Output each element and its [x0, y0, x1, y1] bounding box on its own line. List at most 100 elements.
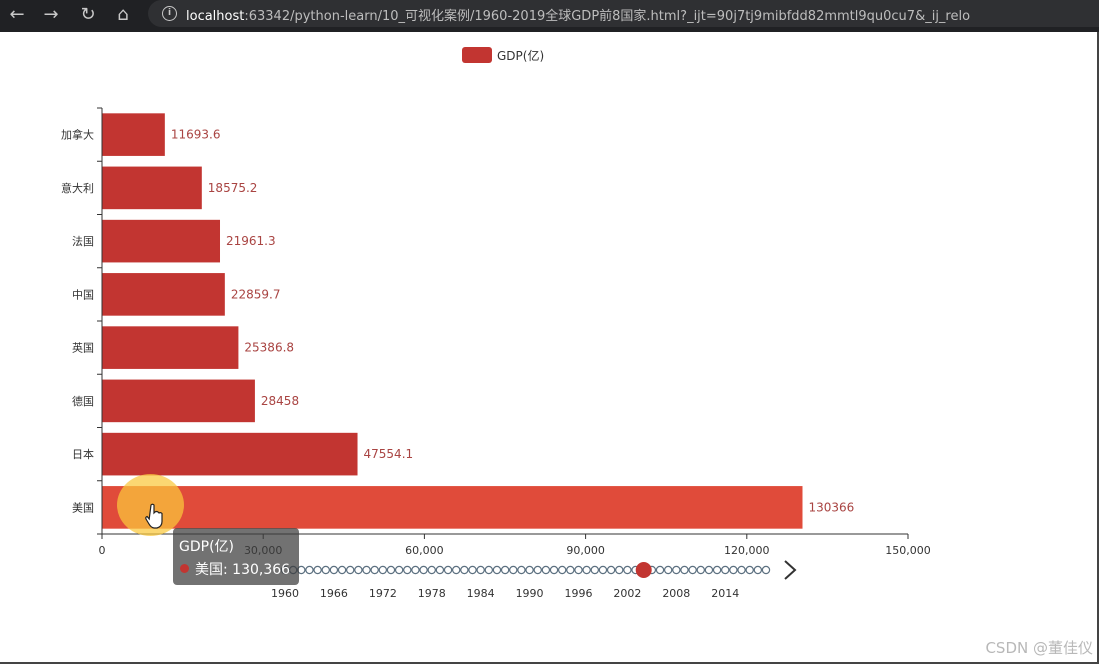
timeline-point-1994[interactable]	[557, 565, 567, 575]
watermark: CSDN @董佳仪	[985, 639, 1093, 657]
timeline-point-1977[interactable]	[419, 565, 428, 575]
timeline-point-2017[interactable]	[745, 565, 754, 575]
x-tick-label-3: 90,000	[566, 544, 605, 557]
timeline-point-2016[interactable]	[737, 565, 746, 575]
timeline-point-1986[interactable]	[492, 565, 502, 575]
timeline-group: 1960 1966 1972 1978 1984 1990 1996 2002 2008 2014	[271, 560, 797, 600]
bar-6[interactable]	[102, 166, 202, 210]
legend-label: GDP(亿)	[497, 48, 544, 63]
timeline-point-2006[interactable]	[655, 565, 665, 575]
url-path: :63342/python-learn/10_可视化案例/1960-2019全球…	[244, 9, 971, 24]
bar-3[interactable]	[102, 326, 239, 369]
bar-value-label-1: 47554.1	[364, 447, 414, 461]
legend-swatch	[462, 47, 492, 63]
timeline-point-2002[interactable]	[623, 565, 632, 575]
chart-tooltip: GDP(亿) 美国: 130,366	[173, 528, 299, 585]
category-label-1: 日本	[72, 447, 94, 461]
timeline-point-2009[interactable]	[680, 565, 689, 575]
timeline-point-1970[interactable]	[362, 565, 371, 575]
timeline-point-1967[interactable]	[337, 565, 347, 575]
timeline-point-2018[interactable]	[753, 565, 763, 575]
timeline-point-1975[interactable]	[403, 565, 412, 575]
timeline-point-1966[interactable]	[329, 565, 339, 575]
bar-value-label-6: 18575.2	[208, 181, 258, 195]
timeline-point-1968[interactable]	[346, 565, 355, 575]
timeline-point-2014[interactable]	[721, 565, 730, 575]
reload-icon[interactable]: ↻	[80, 4, 96, 25]
timeline-point-1996[interactable]	[574, 565, 583, 575]
timeline-point-1974[interactable]	[394, 565, 404, 575]
chart-legend[interactable]: GDP(亿)	[462, 47, 544, 63]
info-icon[interactable]: i	[162, 6, 177, 21]
timeline-next-icon[interactable]	[784, 560, 797, 580]
timeline-point-1963[interactable]	[305, 565, 314, 575]
url-text: localhost:63342/python-learn/10_可视化案例/19…	[186, 5, 970, 24]
back-icon[interactable]: ←	[9, 4, 25, 25]
timeline-year-label-2: 1972	[369, 587, 397, 600]
bar-value-label-4: 22859.7	[231, 287, 281, 301]
timeline-point-2012[interactable]	[704, 565, 714, 575]
bar-2[interactable]	[102, 379, 255, 423]
timeline-point-1993[interactable]	[549, 565, 559, 575]
timeline-point-1982[interactable]	[460, 565, 469, 575]
timeline-point-1985[interactable]	[484, 565, 494, 575]
timeline-point-1991[interactable]	[533, 565, 542, 575]
timeline-year-label-3: 1978	[418, 587, 446, 600]
timeline-point-1979[interactable]	[435, 565, 445, 575]
timeline-current-marker[interactable]	[635, 562, 652, 578]
timeline-point-2011[interactable]	[696, 565, 705, 575]
timeline-point-1973[interactable]	[386, 565, 396, 575]
timeline-point-1989[interactable]	[517, 565, 526, 575]
timeline-year-label-0: 1960	[271, 587, 299, 600]
timeline-point-1969[interactable]	[354, 565, 363, 575]
bar-7[interactable]	[102, 113, 165, 156]
timeline-point-1990[interactable]	[525, 565, 534, 575]
timeline-point-1988[interactable]	[509, 565, 518, 575]
bar-0[interactable]	[102, 486, 803, 529]
timeline-point-2015[interactable]	[729, 565, 738, 575]
timeline-point-1981[interactable]	[452, 565, 461, 575]
timeline-point-2019[interactable]	[761, 565, 771, 575]
timeline-point-1999[interactable]	[598, 565, 608, 575]
timeline-point-1998[interactable]	[590, 565, 599, 575]
bar-value-label-3: 25386.8	[244, 341, 294, 355]
bar-4[interactable]	[102, 273, 225, 316]
timeline-point-1971[interactable]	[370, 565, 379, 575]
timeline-point-1976[interactable]	[411, 565, 420, 575]
address-bar[interactable]: i localhost:63342/python-learn/10_可视化案例/…	[148, 0, 1099, 27]
timeline-point-1997[interactable]	[582, 565, 591, 575]
home-icon[interactable]: ⌂	[117, 4, 129, 25]
timeline-point-1964[interactable]	[313, 565, 322, 575]
timeline-point-1987[interactable]	[500, 565, 510, 575]
timeline-point-1992[interactable]	[541, 565, 551, 575]
bar-value-label-5: 21961.3	[226, 234, 276, 248]
bar-1[interactable]	[102, 432, 358, 476]
category-label-3: 英国	[72, 341, 94, 355]
timeline-point-1965[interactable]	[321, 565, 330, 575]
timeline-point-1983[interactable]	[468, 565, 477, 575]
timeline-point-2007[interactable]	[663, 565, 673, 575]
timeline-point-2010[interactable]	[688, 565, 697, 575]
tooltip-value: 美国: 130,366	[195, 562, 291, 578]
timeline-point-1995[interactable]	[566, 565, 575, 575]
timeline-point-2001[interactable]	[615, 565, 624, 575]
hand-cursor-icon	[145, 503, 163, 529]
bar-value-label-2: 28458	[261, 394, 299, 408]
bars-group: 130366 47554.1 28458 25386.8 22859.7 21961.3 1…	[102, 113, 855, 529]
timeline-point-2008[interactable]	[672, 565, 681, 575]
timeline-year-label-8: 2008	[662, 587, 690, 600]
bar-value-label-0: 130366	[809, 500, 855, 514]
tooltip-series-dot	[180, 564, 189, 573]
timeline-point-2013[interactable]	[712, 565, 722, 575]
x-tick-label-0: 0	[99, 544, 106, 557]
timeline-point-1984[interactable]	[476, 565, 485, 575]
timeline-point-2000[interactable]	[606, 565, 616, 575]
bar-5[interactable]	[102, 219, 221, 263]
timeline-point-1978[interactable]	[427, 565, 436, 575]
forward-icon[interactable]: →	[43, 4, 59, 25]
bar-value-label-7: 11693.6	[171, 128, 221, 142]
timeline-point-1972[interactable]	[378, 565, 388, 575]
x-tick-label-5: 150,000	[885, 544, 931, 557]
timeline-point-1980[interactable]	[443, 565, 453, 575]
